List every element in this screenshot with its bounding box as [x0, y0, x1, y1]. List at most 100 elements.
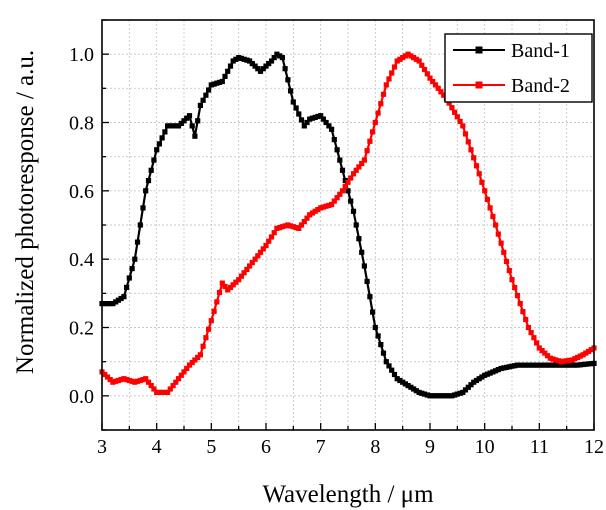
- data-point: [397, 377, 403, 384]
- data-point: [132, 379, 138, 385]
- data-point: [484, 371, 490, 377]
- data-point: [558, 362, 564, 368]
- data-point: [544, 362, 551, 368]
- data-point: [192, 357, 198, 363]
- data-point: [154, 389, 160, 395]
- data-point: [375, 110, 381, 116]
- data-point: [523, 316, 529, 323]
- data-point: [465, 139, 471, 145]
- data-point: [156, 141, 162, 147]
- data-point: [473, 163, 480, 169]
- data-point: [585, 361, 592, 367]
- data-point: [380, 350, 387, 356]
- data-point: [173, 379, 179, 385]
- data-point: [405, 383, 411, 389]
- data-point: [124, 377, 130, 383]
- data-point: [580, 352, 586, 358]
- data-point: [402, 381, 408, 387]
- data-point: [413, 388, 419, 394]
- data-point: [564, 358, 570, 364]
- data-point: [290, 224, 296, 230]
- data-point: [460, 389, 466, 395]
- data-point: [170, 123, 176, 129]
- data-point: [493, 222, 499, 228]
- data-point: [531, 335, 537, 341]
- data-point: [203, 92, 209, 98]
- data-point: [495, 231, 501, 237]
- data-point: [490, 369, 496, 375]
- data-point: [348, 198, 354, 204]
- data-point: [411, 386, 417, 392]
- data-point: [233, 279, 239, 285]
- data-point: [304, 215, 310, 221]
- data-point: [506, 364, 512, 370]
- x-tick-label: 11: [530, 436, 549, 458]
- data-point: [585, 348, 592, 354]
- data-point: [227, 63, 234, 69]
- legend-marker-band-1: [475, 46, 483, 54]
- data-point: [195, 118, 201, 124]
- data-point: [479, 179, 485, 185]
- data-point: [487, 205, 493, 211]
- data-point: [247, 58, 253, 64]
- data-point: [200, 97, 206, 103]
- data-point: [394, 58, 400, 64]
- data-point: [282, 223, 288, 229]
- data-point: [520, 362, 526, 368]
- data-point: [143, 188, 149, 194]
- data-point: [561, 362, 567, 368]
- data-point: [263, 63, 269, 69]
- data-point: [575, 354, 581, 360]
- data-point: [468, 147, 474, 153]
- data-point: [329, 201, 335, 208]
- data-point: [178, 372, 184, 378]
- data-point: [569, 357, 575, 363]
- data-point: [416, 389, 422, 395]
- data-point: [309, 115, 316, 121]
- data-point: [462, 387, 469, 393]
- data-point: [277, 225, 283, 231]
- data-point: [490, 213, 496, 220]
- data-point: [126, 377, 132, 384]
- data-point: [449, 105, 455, 111]
- data-point: [145, 379, 152, 385]
- data-point: [211, 81, 217, 87]
- data-point: [121, 376, 127, 382]
- tick-labels: 3 4 5 6 7 8 9 10 11 12 0.0 0.2 0.4 0.6 0.8 1.0: [69, 44, 604, 458]
- data-point: [432, 82, 439, 88]
- data-point: [113, 378, 119, 384]
- data-point: [446, 100, 452, 106]
- data-point: [312, 208, 318, 214]
- data-point: [525, 324, 531, 331]
- x-tick-label: 4: [152, 436, 162, 458]
- data-point: [263, 242, 269, 249]
- data-point: [536, 362, 542, 368]
- data-point: [151, 386, 157, 392]
- data-point: [566, 362, 572, 368]
- data-point: [419, 62, 425, 68]
- data-point: [517, 362, 523, 368]
- data-point: [457, 118, 463, 124]
- data-point: [509, 277, 515, 283]
- data-point: [454, 114, 460, 120]
- data-point: [438, 89, 444, 95]
- data-point: [523, 362, 529, 368]
- data-point: [113, 299, 119, 305]
- y-tick-label: 0.0: [69, 386, 94, 408]
- data-point: [257, 68, 264, 74]
- data-point: [309, 210, 316, 216]
- data-point: [471, 379, 477, 385]
- data-point: [356, 236, 362, 242]
- data-point: [331, 137, 337, 143]
- data-point: [528, 330, 534, 336]
- data-point: [266, 61, 272, 67]
- data-point: [288, 88, 294, 94]
- y-tick-label: 0.8: [69, 113, 94, 135]
- data-point: [542, 362, 548, 368]
- data-point: [555, 358, 562, 364]
- data-point: [427, 75, 433, 81]
- data-point: [323, 203, 329, 209]
- data-point: [342, 184, 348, 190]
- data-point: [249, 61, 255, 67]
